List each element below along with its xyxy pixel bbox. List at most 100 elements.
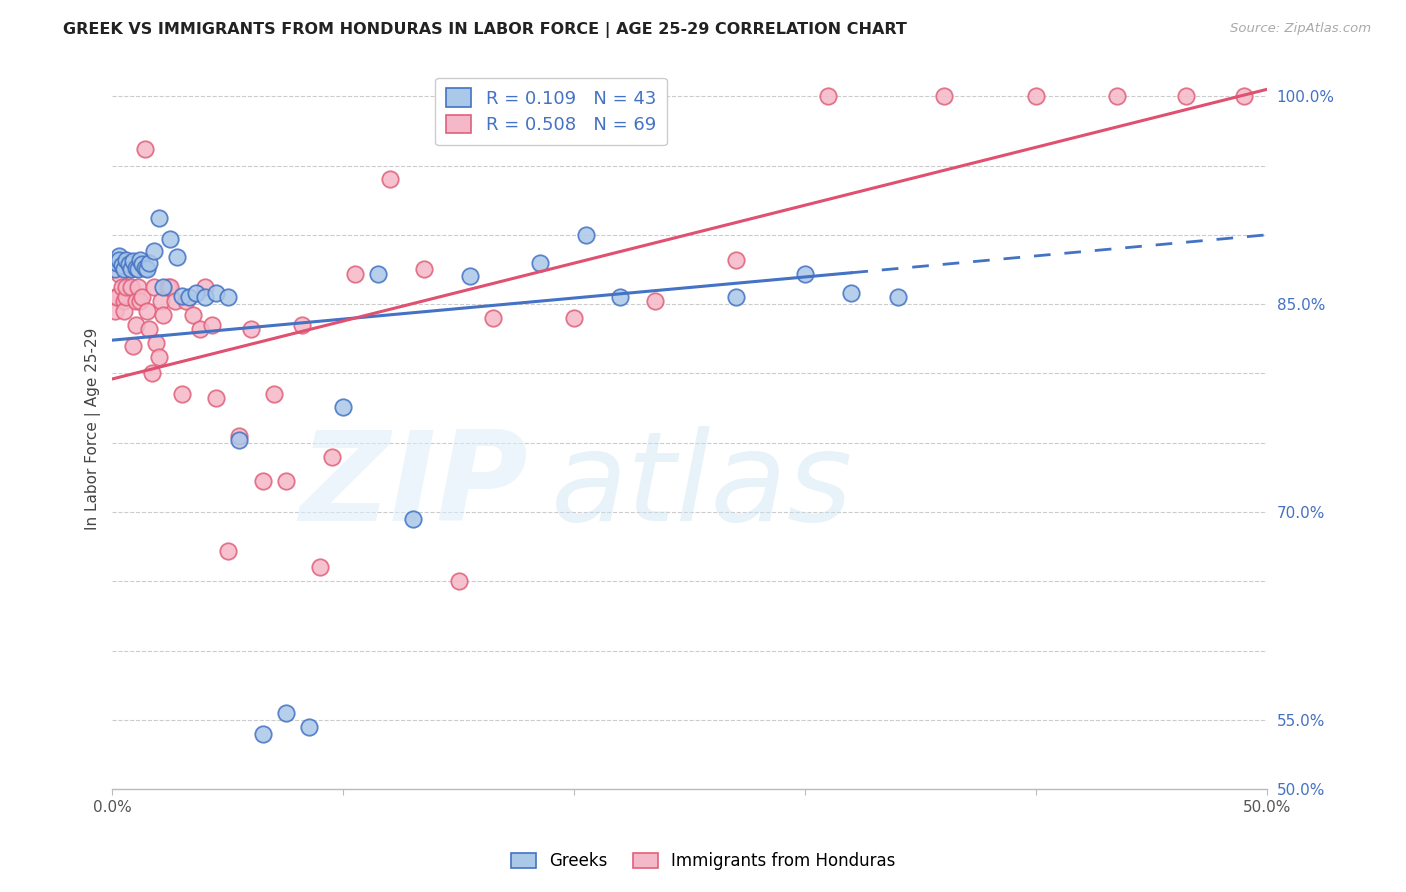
Point	[263, 387, 285, 401]
Point	[724, 252, 747, 267]
Point	[152, 308, 174, 322]
Text: atlas: atlas	[551, 426, 853, 547]
Point	[184, 285, 207, 300]
Point	[120, 262, 142, 277]
Legend: Greeks, Immigrants from Honduras: Greeks, Immigrants from Honduras	[505, 846, 901, 877]
Point	[148, 211, 170, 226]
Point	[252, 475, 274, 489]
Point	[112, 304, 135, 318]
Point	[124, 261, 146, 276]
Point	[239, 322, 262, 336]
Legend: R = 0.109   N = 43, R = 0.508   N = 69: R = 0.109 N = 43, R = 0.508 N = 69	[436, 78, 666, 145]
Point	[309, 560, 332, 574]
Point	[194, 280, 217, 294]
Point	[841, 285, 863, 300]
Point	[127, 280, 149, 294]
Point	[148, 350, 170, 364]
Point	[529, 255, 551, 269]
Point	[105, 290, 128, 304]
Point	[104, 304, 127, 318]
Point	[136, 262, 159, 277]
Point	[217, 543, 239, 558]
Point	[932, 89, 955, 103]
Point	[575, 227, 598, 242]
Point	[117, 262, 139, 277]
Point	[401, 512, 423, 526]
Point	[460, 269, 482, 284]
Point	[170, 387, 193, 401]
Point	[105, 255, 128, 269]
Point	[145, 335, 167, 350]
Point	[159, 232, 181, 246]
Point	[298, 720, 321, 734]
Point	[205, 392, 228, 406]
Point	[124, 294, 146, 309]
Point	[177, 290, 200, 304]
Point	[228, 429, 250, 443]
Point	[291, 318, 314, 332]
Point	[124, 318, 146, 332]
Point	[149, 294, 172, 309]
Point	[562, 310, 585, 325]
Point	[120, 280, 142, 294]
Point	[134, 261, 156, 276]
Point	[115, 290, 138, 304]
Point	[122, 254, 145, 268]
Point	[609, 290, 631, 304]
Point	[724, 290, 747, 304]
Point	[1175, 89, 1198, 103]
Point	[127, 262, 149, 277]
Point	[134, 142, 156, 156]
Point	[228, 433, 250, 447]
Point	[108, 267, 131, 281]
Point	[108, 252, 131, 267]
Point	[1025, 89, 1047, 103]
Point	[644, 294, 666, 309]
Point	[205, 285, 228, 300]
Point	[163, 294, 186, 309]
Point	[122, 339, 145, 353]
Point	[794, 267, 817, 281]
Point	[201, 318, 224, 332]
Point	[138, 322, 160, 336]
Point	[112, 262, 135, 277]
Text: GREEK VS IMMIGRANTS FROM HONDURAS IN LABOR FORCE | AGE 25-29 CORRELATION CHART: GREEK VS IMMIGRANTS FROM HONDURAS IN LAB…	[63, 22, 907, 38]
Text: ZIP: ZIP	[299, 426, 529, 547]
Point	[332, 400, 354, 414]
Point	[131, 290, 153, 304]
Point	[112, 294, 135, 309]
Point	[152, 280, 174, 294]
Point	[378, 172, 401, 186]
Point	[274, 475, 297, 489]
Point	[194, 290, 217, 304]
Point	[1105, 89, 1128, 103]
Y-axis label: In Labor Force | Age 25-29: In Labor Force | Age 25-29	[86, 327, 101, 530]
Point	[111, 258, 134, 272]
Point	[104, 290, 127, 304]
Point	[141, 367, 163, 381]
Point	[138, 255, 160, 269]
Point	[136, 304, 159, 318]
Point	[111, 280, 134, 294]
Point	[447, 574, 470, 589]
Point	[170, 289, 193, 303]
Point	[117, 257, 139, 271]
Point	[252, 727, 274, 741]
Point	[181, 308, 204, 322]
Point	[115, 252, 138, 267]
Point	[367, 267, 389, 281]
Point	[129, 252, 152, 267]
Point	[188, 322, 211, 336]
Point	[166, 250, 188, 264]
Point	[104, 262, 127, 277]
Point	[111, 258, 134, 272]
Point	[1233, 89, 1256, 103]
Point	[143, 244, 166, 259]
Point	[817, 89, 839, 103]
Point	[115, 280, 138, 294]
Point	[321, 450, 343, 464]
Point	[156, 280, 179, 294]
Point	[274, 706, 297, 720]
Point	[886, 290, 908, 304]
Point	[143, 280, 166, 294]
